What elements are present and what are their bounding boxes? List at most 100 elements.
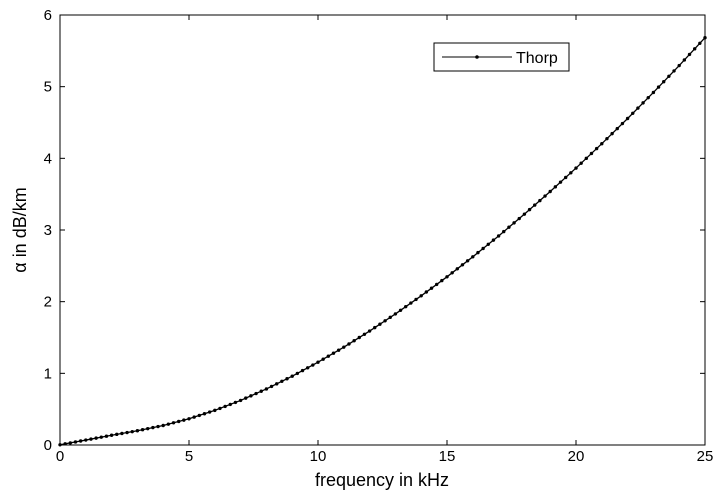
series-point: [455, 267, 460, 271]
series-point: [687, 52, 692, 57]
x-axis: 0 5 10 15 20 25: [56, 15, 714, 465]
y-tick-label: 2: [44, 294, 52, 311]
series-point: [682, 58, 687, 62]
y-tick-label: 1: [44, 365, 52, 382]
series-point: [233, 400, 238, 405]
series-point: [533, 203, 537, 207]
series-point: [527, 207, 532, 212]
series-point: [176, 419, 181, 424]
series-point: [698, 41, 702, 45]
series-point: [290, 374, 294, 378]
x-axis-label: frequency in kHz: [315, 470, 449, 490]
series-point: [692, 47, 697, 51]
series-point: [73, 440, 78, 444]
series-point: [295, 371, 300, 376]
series-point: [342, 345, 346, 349]
series-point: [166, 422, 171, 426]
x-tick-label: 5: [185, 448, 193, 465]
series-point: [321, 357, 325, 361]
series-point: [285, 377, 289, 381]
series-point: [146, 426, 150, 431]
series-point: [130, 429, 134, 434]
series-point: [109, 433, 114, 437]
series-point: [507, 225, 511, 229]
series-point: [625, 116, 630, 121]
series-point: [316, 360, 320, 364]
series-point: [558, 180, 563, 184]
series-point: [486, 242, 490, 246]
series-point: [677, 63, 681, 68]
series-point: [393, 312, 398, 316]
series-point: [171, 421, 176, 425]
series-point: [641, 101, 645, 105]
series-point: [388, 315, 392, 320]
series-point: [522, 212, 527, 216]
series-point: [218, 406, 222, 411]
series-point: [99, 435, 103, 439]
series-point: [378, 322, 382, 326]
series-point: [78, 439, 83, 443]
y-tick-label: 5: [44, 79, 52, 96]
series-point: [161, 423, 165, 428]
series-point: [249, 394, 253, 398]
legend-label-thorp: Thorp: [516, 50, 558, 67]
series-point: [367, 329, 372, 333]
series-point: [223, 404, 227, 409]
series-point: [460, 263, 465, 267]
series-point: [569, 171, 573, 175]
series-point: [383, 319, 387, 323]
series-point: [424, 290, 429, 294]
series-point: [563, 175, 568, 180]
series-point: [651, 90, 656, 95]
series-point: [244, 396, 248, 400]
series-point: [207, 410, 212, 414]
series-point: [202, 412, 207, 416]
series-point: [104, 434, 109, 438]
series-point: [135, 429, 140, 433]
series-point: [662, 79, 666, 84]
y-tick-label: 0: [44, 437, 52, 454]
y-tick-label: 3: [44, 222, 52, 239]
series-point: [548, 189, 552, 194]
series-point: [610, 131, 614, 136]
series-point: [197, 413, 202, 418]
series-point: [213, 408, 217, 413]
plot-marks: [58, 36, 707, 447]
series-point: [512, 221, 516, 225]
series-point: [140, 427, 145, 432]
series-point: [579, 161, 583, 165]
x-tick-label: 10: [310, 448, 327, 465]
series-point: [311, 363, 315, 367]
series-point: [238, 398, 243, 403]
x-tick-label: 25: [697, 448, 714, 465]
series-point: [615, 126, 619, 131]
x-tick-label: 15: [439, 448, 456, 465]
legend-marker-thorp: [475, 55, 479, 59]
y-axis-label: α in dB/km: [10, 187, 30, 272]
series-point: [414, 297, 418, 302]
series-point: [192, 415, 196, 419]
series-point: [275, 382, 279, 386]
series-point: [331, 351, 336, 355]
series-point: [636, 106, 640, 110]
series-point: [589, 151, 594, 156]
series-point: [419, 294, 423, 298]
series-point: [326, 354, 331, 358]
series-point: [667, 74, 671, 79]
series-point: [373, 325, 377, 330]
series-point: [620, 121, 625, 126]
series-point: [357, 335, 361, 340]
series-point: [228, 402, 232, 407]
series-point: [264, 387, 269, 391]
series-point: [502, 229, 506, 234]
series-point: [68, 441, 73, 445]
series-point: [254, 391, 258, 396]
series-point: [336, 348, 341, 352]
series-point: [398, 308, 403, 312]
series-point: [409, 301, 413, 305]
series-point: [553, 185, 558, 189]
series-point: [646, 95, 650, 100]
y-axis: 0 1 2 3 4 5 6: [44, 7, 705, 454]
x-tick-label: 0: [56, 448, 64, 465]
series-point: [481, 246, 485, 251]
